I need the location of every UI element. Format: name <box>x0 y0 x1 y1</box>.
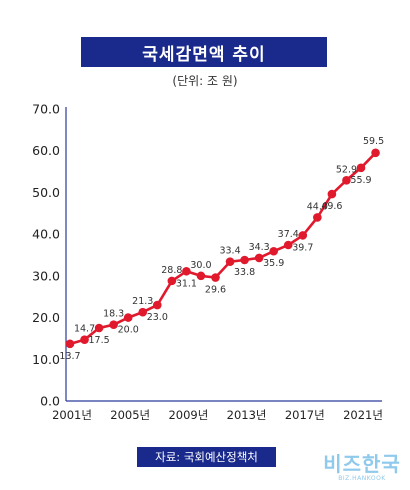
data-point <box>313 213 322 222</box>
data-point <box>138 307 148 317</box>
x-tick-label: 2013년 <box>227 408 267 422</box>
data-point <box>123 313 133 322</box>
data-point <box>225 257 235 266</box>
data-label: 13.7 <box>59 351 80 362</box>
x-tick-label: 2005년 <box>110 408 150 422</box>
data-point <box>254 253 264 263</box>
source-banner: 자료: 국회예산정책처 <box>137 447 276 467</box>
data-label: 33.8 <box>234 267 255 278</box>
data-point <box>269 246 279 256</box>
data-point <box>298 231 308 240</box>
data-point <box>371 148 380 158</box>
data-point <box>327 189 337 199</box>
data-label: 18.3 <box>103 309 124 320</box>
x-tick-label: 2001년 <box>52 408 92 422</box>
data-point <box>356 163 366 173</box>
data-point <box>65 339 75 349</box>
x-tick-label: 2021년 <box>343 408 383 422</box>
y-tick-label: 60.0 <box>32 143 60 158</box>
data-label: 21.3 <box>132 296 153 307</box>
y-tick-label: 30.0 <box>32 268 60 283</box>
data-label: 49.6 <box>321 201 342 212</box>
y-tick-label: 70.0 <box>32 102 60 117</box>
data-label: 59.5 <box>363 136 384 147</box>
data-point <box>94 323 104 333</box>
data-point <box>240 255 249 265</box>
data-point <box>167 276 177 286</box>
data-point <box>342 176 351 185</box>
data-point <box>80 335 89 344</box>
chart-unit-subtitle: (단위: 조 원) <box>172 74 238 88</box>
data-label: 55.9 <box>350 175 371 186</box>
data-label: 52.9 <box>336 164 357 175</box>
data-label: 14.7 <box>74 324 95 335</box>
data-point <box>283 240 293 250</box>
y-tick-label: 0.0 <box>40 394 60 409</box>
data-point <box>196 271 206 281</box>
data-point <box>182 266 191 276</box>
series-line <box>69 151 377 346</box>
data-point <box>153 300 162 310</box>
data-point <box>109 320 118 329</box>
data-label: 20.0 <box>118 325 139 336</box>
data-label: 39.7 <box>292 242 313 253</box>
data-label: 23.0 <box>147 312 168 323</box>
data-label: 35.9 <box>263 258 284 269</box>
data-label: 31.1 <box>176 278 197 289</box>
x-tick-label: 2009년 <box>168 408 208 422</box>
data-label: 30.0 <box>190 260 211 271</box>
data-label: 28.8 <box>161 265 182 276</box>
data-label: 29.6 <box>205 285 226 296</box>
data-point <box>211 273 220 282</box>
data-label: 37.4 <box>278 229 299 240</box>
data-label: 17.5 <box>89 335 110 346</box>
source-label: 자료: 국회예산정책처 <box>155 450 258 464</box>
data-label: 44.0 <box>307 201 328 212</box>
line-chart: 0.0 10.0 20.0 30.0 40.0 50.0 60.0 70.0 2001년 2005… <box>32 102 384 423</box>
y-tick-label: 20.0 <box>32 310 60 325</box>
data-label: 33.4 <box>219 246 240 257</box>
chart-title: 국세감면액 추이 <box>142 44 266 65</box>
data-label: 34.3 <box>249 242 270 253</box>
chart-title-banner: 국세감면액 추이 <box>81 37 327 67</box>
logo-subtext: BIZ.HANKOOK <box>338 475 386 482</box>
biz-hankook-logo: 비즈한국 BIZ.HANKOOK <box>322 453 402 489</box>
y-tick-label: 50.0 <box>32 185 60 200</box>
y-tick-label: 40.0 <box>32 227 60 242</box>
y-tick-label: 10.0 <box>32 352 60 367</box>
x-tick-label: 2017년 <box>285 408 325 422</box>
logo-wordmark: 비즈한국 <box>323 452 401 476</box>
